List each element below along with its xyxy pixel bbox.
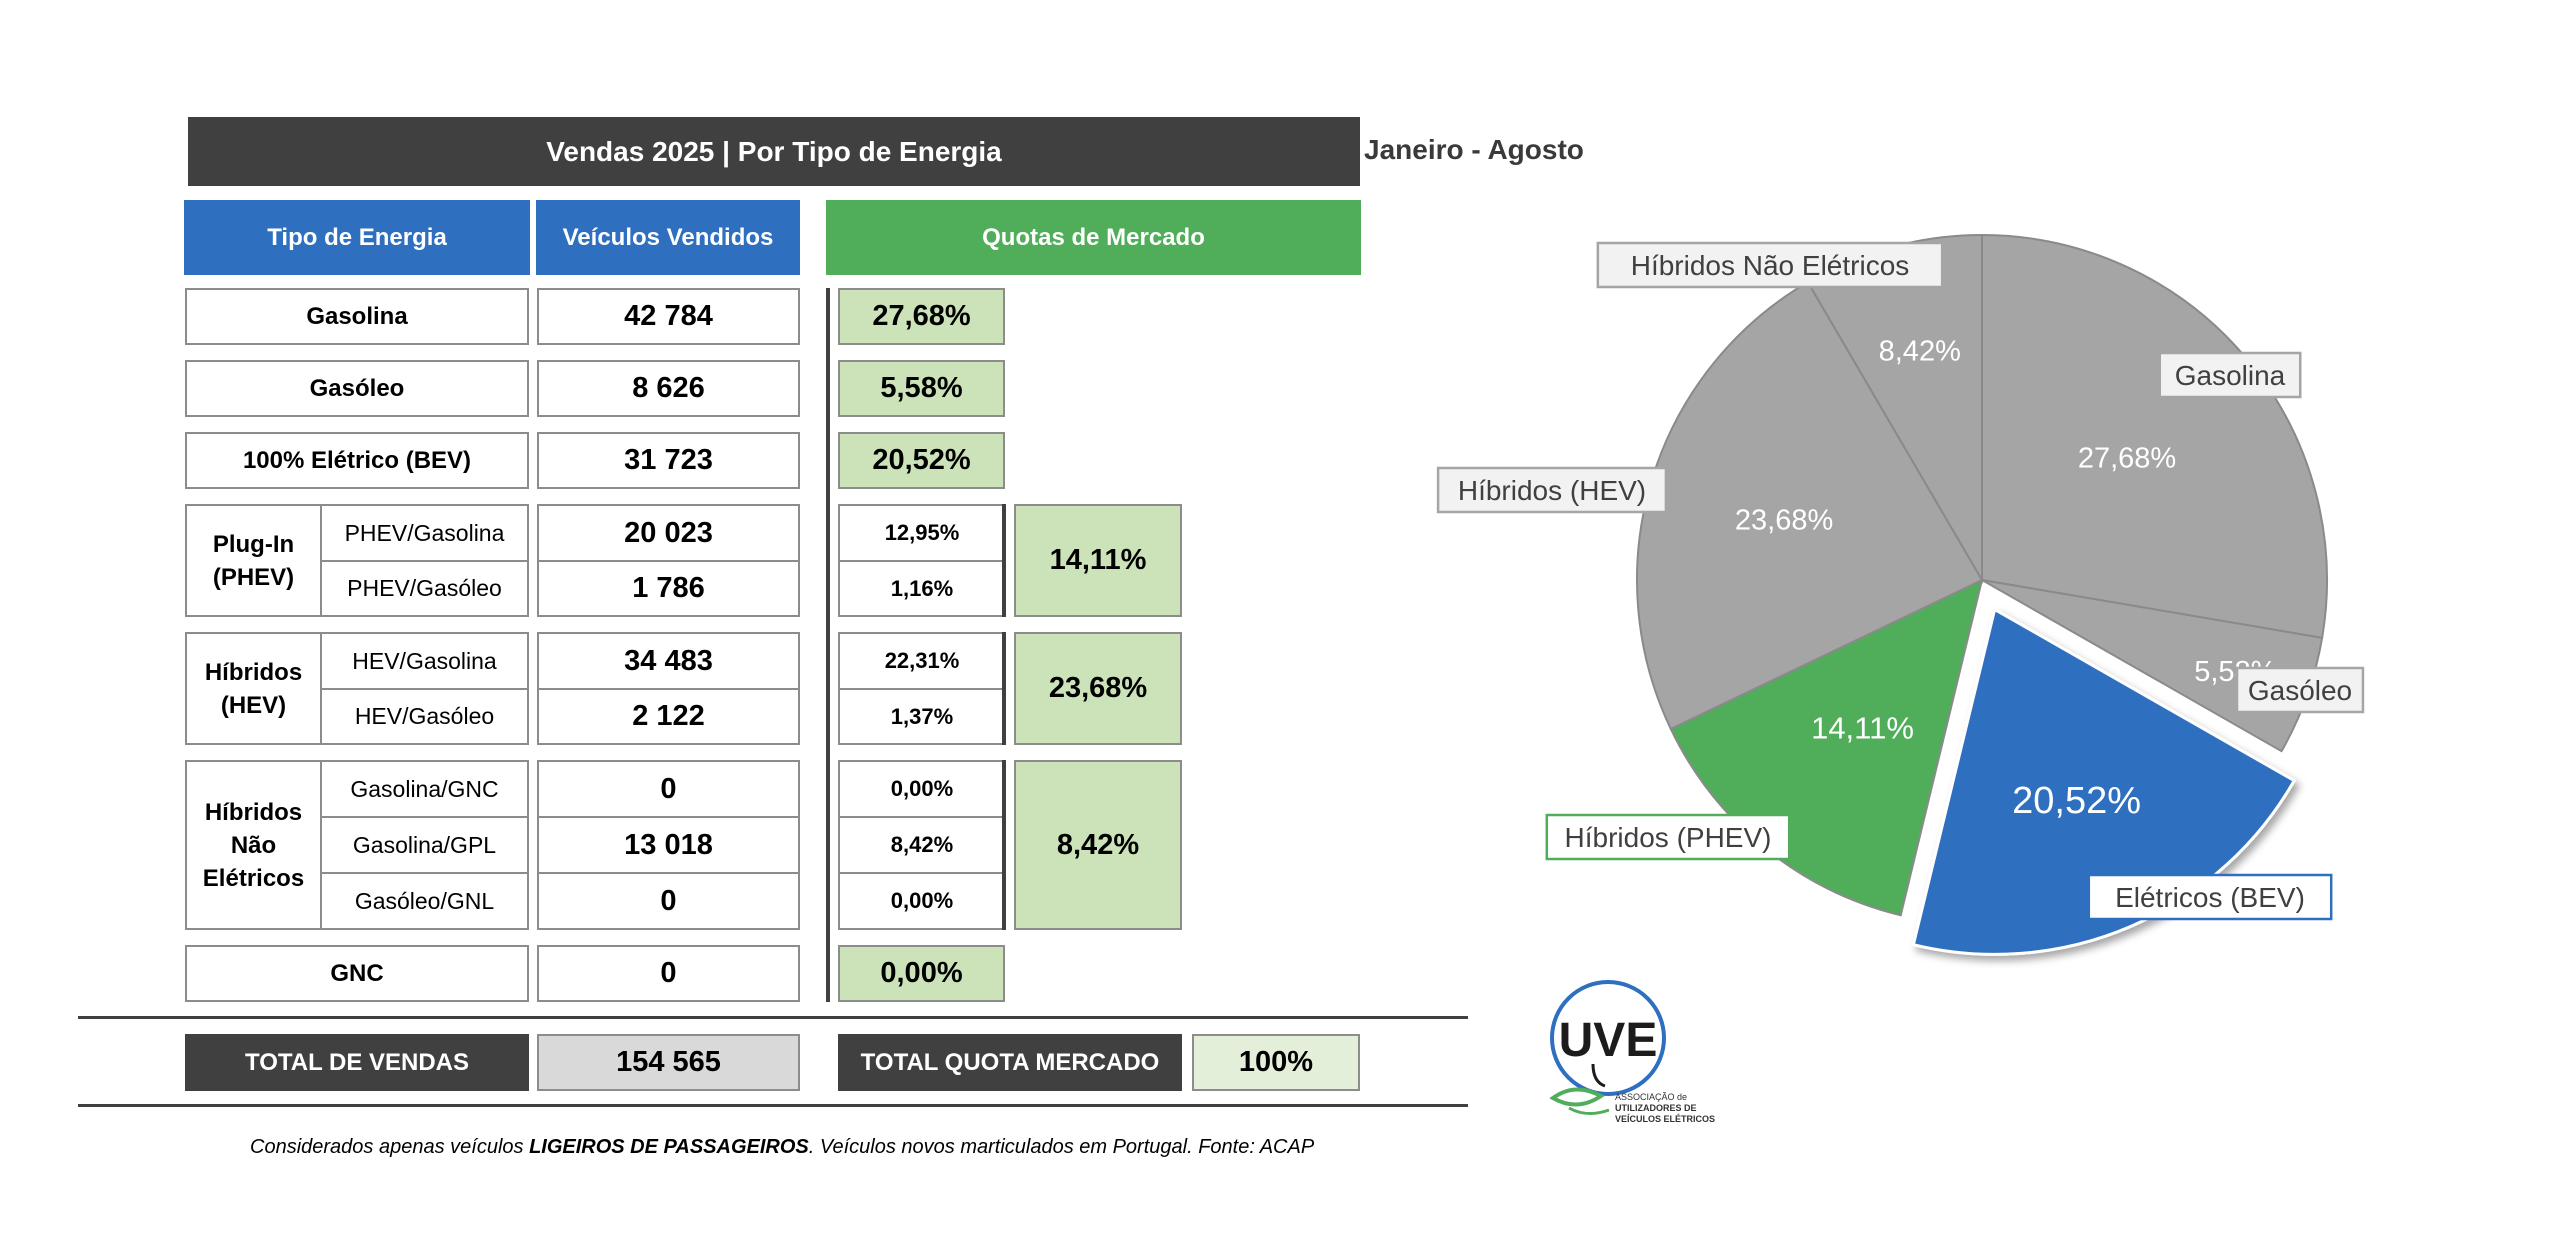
- pie-name-text: Gasóleo: [2248, 675, 2352, 706]
- pie-name-box: [2235, 666, 2365, 714]
- row-gasolina-value: 42 784: [537, 288, 800, 345]
- row-phev-gasolina-label: PHEV/Gasolina: [320, 504, 529, 562]
- row-gasolina-label: Gasolina: [185, 288, 529, 345]
- totals-bottom-rule: [78, 1104, 1468, 1107]
- pie-name-box: [2087, 873, 2333, 921]
- footnote-suffix: . Veículos novos marticulados em Portuga…: [808, 1136, 1315, 1158]
- group-phev-share: 14,11%: [1014, 504, 1182, 617]
- row-gnc-label: GNC: [185, 945, 529, 1002]
- row-phev-gasolina-share: 12,95%: [838, 504, 1006, 562]
- pie-slice-gasolina: [1981, 233, 2328, 640]
- row-hev-gasoleo-label: HEV/Gasóleo: [320, 688, 529, 745]
- pie-value-label-hibridos-hev: 23,68%: [1735, 504, 1833, 536]
- total-sales-value: 154 565: [537, 1034, 800, 1091]
- period-label: Janeiro - Agosto: [1364, 134, 1584, 165]
- row-gasolina-gnc-value: 0: [537, 760, 800, 818]
- pie-name-label-eletricos-bev: Elétricos (BEV): [2087, 873, 2333, 921]
- pie-name-label-hibridos-phev: Híbridos (PHEV): [1545, 813, 1791, 861]
- row-phev-gasolina-value: 20 023: [537, 504, 800, 562]
- pie-value-label-hibridos-nao-eletricos: 8,42%: [1879, 335, 1961, 367]
- uve-logo-line1: ASSOCIAÇÃO de: [1615, 1092, 1687, 1102]
- pie-name-box: [2158, 351, 2302, 399]
- uve-logo-line2: UTILIZADORES DE: [1615, 1103, 1697, 1113]
- pie-name-label-gasolina: Gasolina: [2158, 351, 2302, 399]
- nonelec-bracket: [1002, 760, 1006, 930]
- row-gasoleo-gnl-value: 0: [537, 872, 800, 930]
- pie-name-box: [1545, 813, 1791, 861]
- row-gasolina-gnc-share: 0,00%: [838, 760, 1006, 818]
- row-bev-value: 31 723: [537, 432, 800, 489]
- pie-name-text: Gasolina: [2175, 360, 2286, 391]
- row-hev-gasoleo-value: 2 122: [537, 688, 800, 745]
- total-share-label: TOTAL QUOTA MERCADO: [838, 1034, 1182, 1091]
- pie-value-label-hibridos-phev: 14,11%: [1811, 710, 1914, 745]
- row-gnc-value: 0: [537, 945, 800, 1002]
- hev-bracket: [1002, 632, 1006, 745]
- row-gnc-share: 0,00%: [838, 945, 1005, 1002]
- pie-name-box: [1596, 241, 1944, 289]
- row-gasolina-gpl-label: Gasolina/GPL: [320, 816, 529, 874]
- uve-logo-mark: UVE ASSOCIAÇÃO de UTILIZADORES DE VEÍCUL…: [1549, 980, 1715, 1124]
- uve-logo-line3: VEÍCULOS ELÉTRICOS: [1615, 1114, 1715, 1124]
- row-gasoleo-gnl-label: Gasóleo/GNL: [320, 872, 529, 930]
- header-energy-type: Tipo de Energia: [184, 200, 530, 275]
- group-nonelec-share: 8,42%: [1014, 760, 1182, 930]
- row-phev-gasoleo-share: 1,16%: [838, 560, 1006, 617]
- phev-bracket: [1002, 504, 1006, 617]
- total-sales-label: TOTAL DE VENDAS: [185, 1034, 529, 1091]
- header-market-share: Quotas de Mercado: [826, 200, 1361, 275]
- pie-name-text: Híbridos Não Elétricos: [1631, 250, 1910, 281]
- total-share-value: 100%: [1192, 1034, 1360, 1091]
- row-gasolina-share: 27,68%: [838, 288, 1005, 345]
- pie-value-label-gasolina: 27,68%: [2078, 443, 2176, 475]
- row-hev-gasolina-share: 22,31%: [838, 632, 1006, 690]
- totals-top-rule: [78, 1016, 1468, 1019]
- market-share-pie-chart: 27,68%Gasolina5,58%Gasóleo20,52%Elétrico…: [1436, 233, 2365, 956]
- row-gasoleo-label: Gasóleo: [185, 360, 529, 417]
- pie-value-label-eletricos-bev: 20,52%: [2012, 780, 2141, 822]
- row-hev-gasolina-value: 34 483: [537, 632, 800, 690]
- row-gasolina-gnc-label: Gasolina/GNC: [320, 760, 529, 818]
- row-hev-gasolina-label: HEV/Gasolina: [320, 632, 529, 690]
- pie-slice-eletricos-bev: [1911, 607, 2297, 956]
- row-phev-gasoleo-label: PHEV/Gasóleo: [320, 560, 529, 617]
- pie-name-label-gasoleo: Gasóleo: [2235, 666, 2365, 714]
- row-hev-gasoleo-share: 1,37%: [838, 688, 1006, 745]
- uve-logo-text: UVE: [1559, 1014, 1658, 1067]
- footnote: Considerados apenas veículos LIGEIROS DE…: [250, 1136, 1314, 1159]
- group-phev-label: Plug-In (PHEV): [185, 504, 322, 617]
- uve-logo: UVE ASSOCIAÇÃO de UTILIZADORES DE VEÍCUL…: [1545, 980, 1725, 1140]
- row-gasoleo-share: 5,58%: [838, 360, 1005, 417]
- pie-name-label-hibridos-hev: Híbridos (HEV): [1436, 466, 1668, 514]
- row-gasolina-gpl-share: 8,42%: [838, 816, 1006, 874]
- row-phev-gasoleo-value: 1 786: [537, 560, 800, 617]
- header-vehicles-sold: Veículos Vendidos: [536, 200, 800, 275]
- pie-name-text: Híbridos (HEV): [1458, 475, 1646, 506]
- group-nonelec-label: Híbridos Não Elétricos: [185, 760, 322, 930]
- row-gasoleo-gnl-share: 0,00%: [838, 872, 1006, 930]
- row-gasoleo-value: 8 626: [537, 360, 800, 417]
- pie-name-box: [1436, 466, 1668, 514]
- pie-name-label-hibridos-nao-eletricos: Híbridos Não Elétricos: [1596, 241, 1944, 289]
- footnote-bold: LIGEIROS DE PASSAGEIROS: [529, 1136, 809, 1158]
- share-divider: [826, 288, 830, 1002]
- pie-name-text: Híbridos (PHEV): [1565, 822, 1772, 853]
- row-gasolina-gpl-value: 13 018: [537, 816, 800, 874]
- row-bev-share: 20,52%: [838, 432, 1005, 489]
- group-hev-label: Híbridos (HEV): [185, 632, 322, 745]
- footnote-prefix: Considerados apenas veículos: [250, 1136, 530, 1158]
- table-title: Vendas 2025 | Por Tipo de Energia: [188, 117, 1360, 186]
- row-bev-label: 100% Elétrico (BEV): [185, 432, 529, 489]
- group-hev-share: 23,68%: [1014, 632, 1182, 745]
- pie-name-text: Elétricos (BEV): [2115, 882, 2305, 913]
